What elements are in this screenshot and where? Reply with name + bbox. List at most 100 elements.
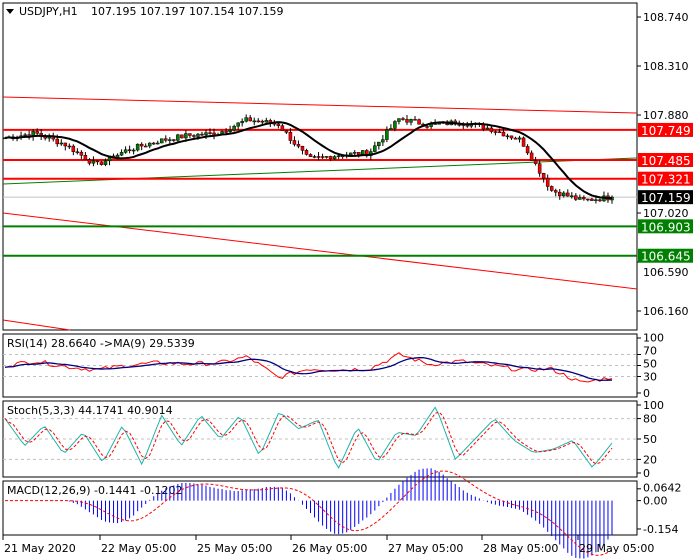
candle — [417, 119, 421, 125]
candle — [300, 145, 305, 151]
candle — [288, 132, 293, 141]
candle — [361, 150, 365, 155]
candle — [147, 142, 152, 147]
candle — [578, 197, 582, 200]
candle — [308, 154, 313, 157]
candle — [493, 131, 498, 133]
candle — [264, 120, 269, 123]
candle — [127, 149, 132, 151]
candle — [248, 117, 252, 122]
candle — [566, 192, 570, 197]
candle — [409, 119, 413, 123]
ohlc-values: 107.195 107.197 107.154 107.159 — [91, 5, 283, 18]
candle — [75, 151, 80, 153]
candle — [525, 146, 530, 154]
candle — [204, 132, 208, 136]
candle — [586, 198, 590, 201]
macd-signal-line — [5, 470, 613, 556]
time-label: 22 May 05:00 — [101, 542, 176, 555]
candle — [545, 177, 550, 187]
price-tick-label: 108.310 — [643, 60, 689, 73]
stoch-main-line — [4, 406, 613, 469]
current-price-badge — [638, 190, 693, 205]
candle — [192, 135, 196, 137]
candle — [397, 118, 401, 122]
stoch-tick-label: 50 — [643, 433, 657, 446]
rsi-tick-label: 30 — [643, 371, 657, 384]
candle — [123, 149, 128, 153]
candle — [590, 198, 594, 201]
candle — [541, 173, 546, 179]
level-label: 107.321 — [641, 173, 691, 187]
candle — [99, 161, 104, 165]
candle — [87, 159, 92, 164]
candle — [131, 149, 136, 152]
candle — [574, 195, 578, 200]
candle — [413, 119, 417, 121]
candle — [401, 118, 405, 120]
level-label: 107.749 — [641, 124, 691, 138]
candle — [598, 199, 602, 202]
candle — [224, 131, 228, 133]
candle — [71, 145, 76, 152]
candle — [513, 137, 518, 140]
candle — [332, 156, 337, 160]
stoch-tick-label: 0 — [643, 467, 650, 480]
candle — [501, 131, 506, 137]
candle — [240, 121, 244, 124]
collapse-triangle-icon — [6, 9, 14, 14]
candle — [489, 127, 494, 132]
candle — [143, 145, 148, 148]
candle — [582, 197, 586, 200]
candle — [393, 121, 397, 129]
time-label: 28 May 05:00 — [483, 542, 558, 555]
candle — [284, 130, 289, 133]
current-price-label: 107.159 — [641, 191, 691, 205]
candle — [348, 152, 353, 156]
stoch-tick-label: 80 — [643, 413, 657, 426]
candle — [276, 123, 281, 126]
price-tick-label: 106.160 — [643, 305, 689, 318]
candle — [164, 138, 168, 141]
stoch-signal-line — [4, 411, 613, 465]
candle — [260, 120, 265, 123]
candle — [228, 129, 232, 132]
time-label: 25 May 05:00 — [197, 542, 272, 555]
rsi-line — [4, 352, 613, 383]
candle — [35, 131, 39, 134]
candle — [594, 199, 598, 201]
candle — [316, 156, 321, 158]
candle — [389, 128, 393, 131]
macd-tick-label: 0.0642 — [643, 482, 682, 495]
candle — [377, 141, 381, 147]
candle — [557, 191, 562, 197]
level-label: 107.485 — [641, 154, 691, 168]
candle — [517, 137, 522, 140]
candle — [312, 156, 317, 158]
candle — [176, 134, 180, 141]
candle — [119, 152, 124, 156]
level-badge — [638, 122, 693, 137]
rsi-tick-label: 50 — [643, 358, 657, 371]
candle — [172, 139, 176, 141]
bottom-trendline — [2, 319, 71, 331]
price-tick-label: 106.590 — [643, 266, 689, 279]
price-tick-label: 107.880 — [643, 109, 689, 122]
candle — [160, 138, 164, 144]
candle — [151, 142, 156, 145]
macd-panel — [2, 480, 638, 536]
candle — [135, 143, 140, 151]
candle — [256, 120, 261, 123]
candle — [184, 133, 188, 139]
candle — [292, 140, 297, 145]
time-label: 26 May 05:00 — [292, 542, 367, 555]
rsi-tick-label: 100 — [643, 332, 664, 345]
candle — [196, 133, 200, 137]
rsi-tick-label: 70 — [643, 345, 657, 358]
main-chart-panel — [2, 2, 638, 331]
candle — [485, 127, 490, 130]
stoch-tick-label: 20 — [643, 453, 657, 466]
macd-tick-label: 0.00 — [643, 495, 668, 508]
